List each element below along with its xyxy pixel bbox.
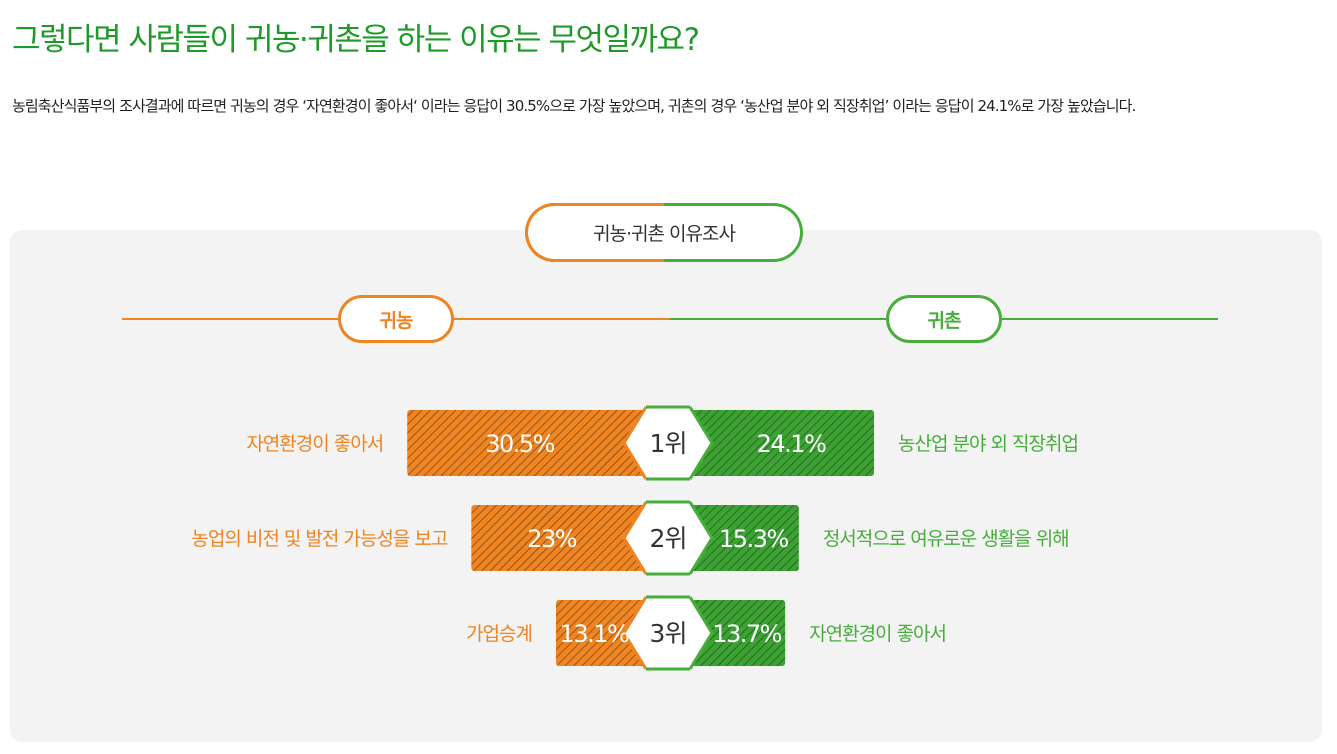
left-value-label-2: 23%	[527, 525, 577, 553]
rank-badge-left-edge-3	[622, 596, 648, 670]
rank-badge-left-edge-1	[622, 406, 648, 480]
left-header-pill: 귀농	[338, 295, 454, 343]
right-value-label-3: 13.7%	[712, 620, 781, 648]
rank-badge-3	[624, 597, 712, 669]
left-reason-label-1: 자연환경이 좋아서	[246, 433, 383, 455]
left-value-label-3: 13.1%	[560, 620, 629, 648]
rank-label-1: 1위	[650, 429, 687, 458]
right-value-label-2: 15.3%	[719, 525, 788, 553]
left-bar-1	[407, 410, 668, 476]
rank-badge-left-edge-2	[622, 501, 648, 575]
survey-label-pill: 귀농·귀촌 이유조사	[525, 203, 803, 262]
page-title: 그렇다면 사람들이 귀농·귀촌을 하는 이유는 무엇일까요?	[12, 22, 700, 58]
left-value-label-1: 30.5%	[485, 430, 554, 458]
right-reason-label-2: 정서적으로 여유로운 생활을 위해	[823, 528, 1069, 550]
right-value-label-1: 24.1%	[757, 430, 826, 458]
rank-label-3: 3위	[650, 619, 687, 648]
left-reason-label-3: 가업승계	[466, 623, 532, 645]
left-bar-2	[471, 505, 668, 571]
rank-badge-right-edge-1	[688, 406, 714, 480]
survey-label: 귀농·귀촌 이유조사	[593, 223, 736, 245]
rank-badge-1	[624, 407, 712, 479]
right-bar-1	[668, 410, 875, 476]
right-reason-label-3: 자연환경이 좋아서	[809, 623, 946, 645]
rank-label-2: 2위	[650, 524, 687, 553]
right-header-pill: 귀촌	[886, 295, 1002, 343]
rank-badge-right-edge-2	[688, 501, 714, 575]
rank-badge-right-edge-3	[688, 596, 714, 670]
left-reason-label-2: 농업의 비전 및 발전 가능성을 보고	[191, 528, 447, 550]
right-reason-label-1: 농산업 분야 외 직장취업	[898, 433, 1078, 455]
description-text: 농림축산식품부의 조사결과에 따르면 귀농의 경우 ‘자연환경이 좋아서‘ 이라…	[12, 97, 1136, 115]
rank-badge-2	[624, 502, 712, 574]
